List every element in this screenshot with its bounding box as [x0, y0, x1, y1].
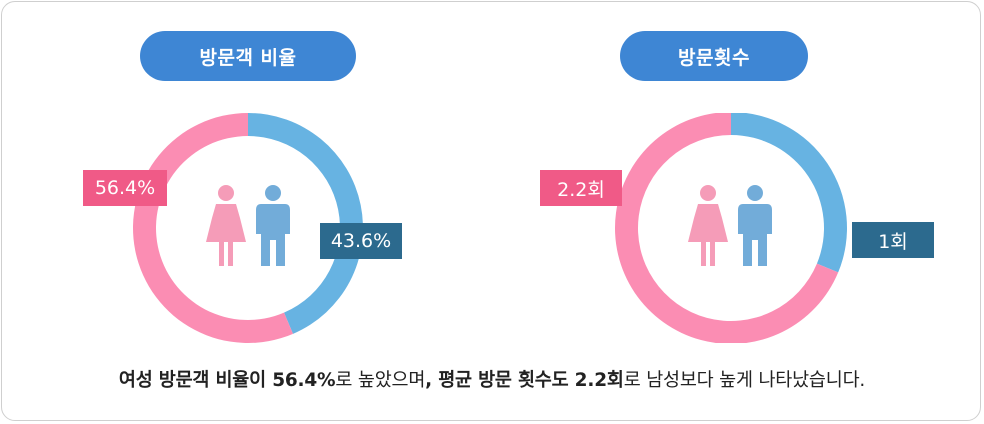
- female-visits-label: 2.2회: [540, 170, 622, 206]
- visitor-ratio-title: 방문객 비율: [140, 31, 356, 81]
- male-slice: [731, 113, 847, 273]
- caption-text-1: 로 높았으며: [335, 370, 426, 391]
- summary-caption: 여성 방문객 비율이 56.4%로 높았으며, 평균 방문 횟수도 2.2회로 …: [0, 366, 984, 392]
- female-icon: [688, 185, 728, 266]
- visit-count-donut: [615, 113, 847, 343]
- caption-bold-2: , 평균 방문 횟수도 2.2회: [425, 370, 624, 391]
- male-slice: [248, 113, 363, 334]
- caption-text-2: 로 남성보다 높게 나타났습니다.: [623, 370, 866, 391]
- male-ratio-label: 43.6%: [320, 223, 402, 259]
- female-icon: [206, 185, 246, 266]
- female-slice: [133, 113, 294, 343]
- female-ratio-label: 56.4%: [83, 170, 167, 206]
- caption-bold-1: 여성 방문객 비율이 56.4%: [118, 370, 336, 391]
- female-male-icon: [206, 185, 290, 266]
- female-male-icon: [688, 185, 772, 266]
- male-visits-label: 1회: [852, 222, 934, 258]
- male-icon: [738, 185, 772, 266]
- visitor-ratio-donut: [133, 113, 363, 343]
- visit-count-title: 방문횟수: [620, 31, 808, 81]
- male-icon: [256, 185, 290, 266]
